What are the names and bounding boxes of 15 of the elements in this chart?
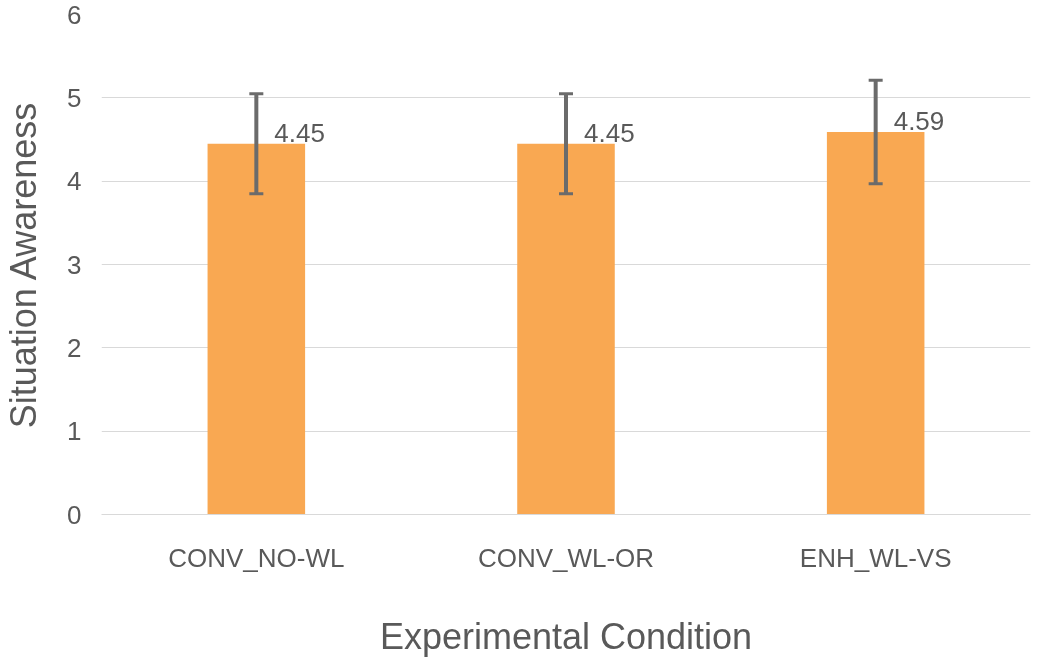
y-axis-title: Situation Awareness	[3, 102, 45, 429]
x-tick-label: CONV_WL-OR	[477, 542, 655, 573]
y-tick-label: 6	[67, 0, 82, 30]
data-label: 4.59	[893, 106, 945, 136]
data-label: 4.45	[584, 117, 635, 148]
x-axis-title: Experimental Condition	[379, 615, 753, 657]
x-tick-label: CONV_NO-WL	[168, 542, 345, 573]
y-tick-label: 0	[67, 499, 82, 530]
y-tick-label: 3	[67, 249, 82, 280]
data-label: 4.45	[274, 117, 325, 148]
y-tick-label: 4	[67, 166, 82, 197]
y-tick-label: 1	[67, 416, 82, 447]
x-tick-label: ENH_WL-VS	[799, 542, 952, 573]
y-tick-label: 5	[67, 82, 82, 113]
y-tick-label: 2	[67, 332, 82, 363]
